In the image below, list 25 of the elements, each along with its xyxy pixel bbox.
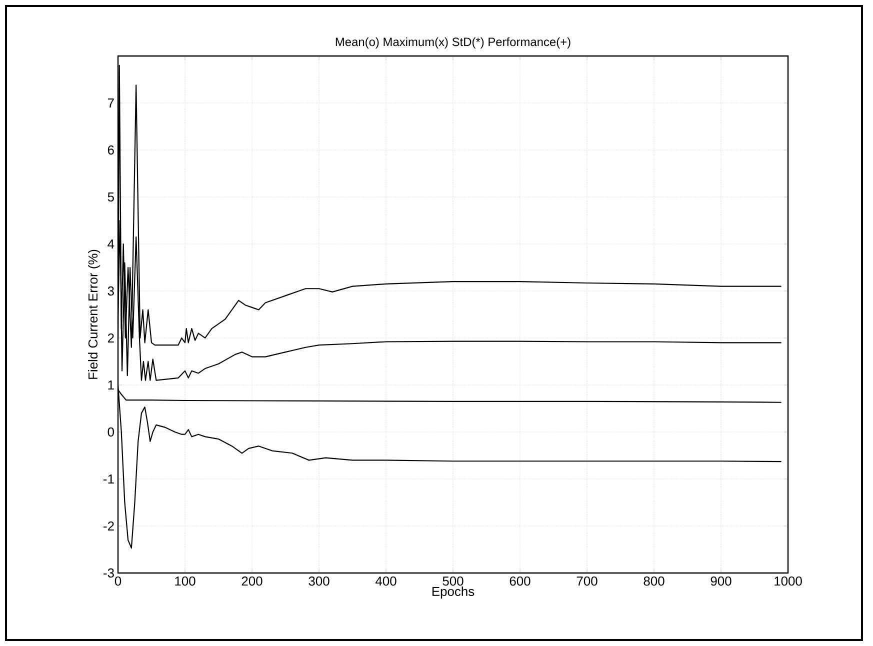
x-tick-label: 700 (576, 576, 598, 586)
y-axis-title: Field Current Error (%) (88, 250, 100, 379)
x-tick-label: 300 (308, 576, 330, 586)
x-tick-label: 400 (376, 576, 396, 586)
x-tick-label: 100 (175, 576, 196, 586)
x-tick-label: 500 (442, 576, 464, 586)
y-tick-label: -1 (104, 474, 114, 484)
y-tick-label: -2 (104, 521, 114, 531)
chart-title: Mean(o) Maximum(x) StD(*) Performance(+) (336, 37, 570, 48)
y-tick-label: 7 (108, 98, 114, 108)
y-tick-label: 2 (108, 333, 114, 343)
y-tick-label: -3 (104, 568, 114, 578)
x-tick-label: 1000 (774, 576, 802, 586)
y-tick-label: 0 (108, 427, 114, 437)
x-axis-title: Epochs (432, 586, 474, 599)
x-tick-label: 0 (114, 576, 122, 586)
y-tick-label: 5 (108, 192, 114, 202)
x-tick-label: 900 (710, 576, 732, 586)
x-tick-label: 600 (510, 576, 530, 586)
y-tick-label: 3 (108, 286, 114, 296)
y-tick-label: 4 (108, 240, 114, 248)
x-tick-label: 800 (644, 576, 664, 586)
y-tick-label: 1 (108, 380, 114, 390)
x-tick-label: 200 (242, 576, 262, 586)
y-tick-label: 6 (108, 145, 114, 155)
